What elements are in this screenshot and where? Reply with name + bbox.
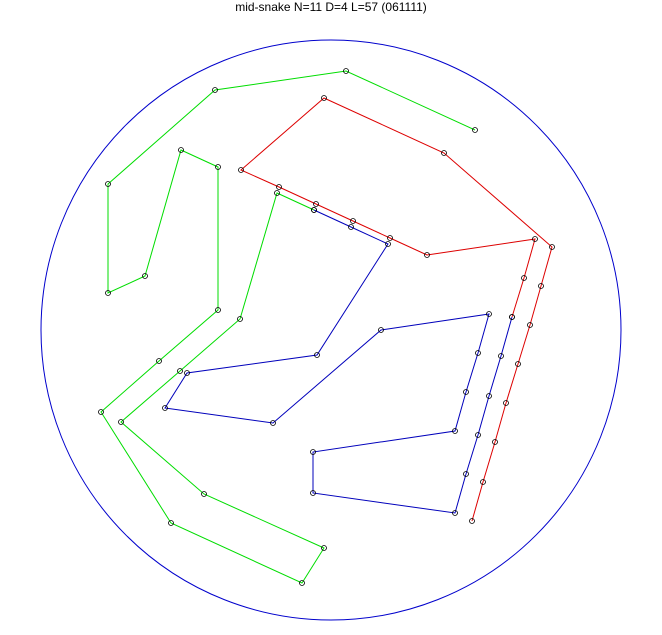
snake-segment-green [100, 70, 476, 584]
snake-segment-blue [164, 209, 513, 514]
snake-node [452, 428, 458, 434]
snake-node [385, 241, 391, 247]
snake-node [276, 184, 282, 190]
snake-node [310, 449, 316, 455]
snake-node [378, 327, 384, 333]
snake-node [237, 316, 243, 322]
snake-node [178, 147, 184, 153]
snake-node [387, 235, 393, 241]
snake-node [498, 353, 504, 359]
snake-node [105, 181, 111, 187]
snake-node [98, 409, 104, 415]
snake-node [156, 358, 162, 364]
snake-node [105, 290, 111, 296]
snake-node [532, 236, 538, 242]
snake-segment-red [240, 97, 553, 522]
snake-node [212, 87, 218, 93]
snake-node [469, 518, 475, 524]
snake-node [350, 218, 356, 224]
snake-node [475, 432, 481, 438]
snake-node [348, 224, 354, 230]
snake-node [515, 361, 521, 367]
snake-node [549, 244, 555, 250]
snake-node [527, 322, 533, 328]
snake-node [472, 127, 478, 133]
snake-node [118, 419, 124, 425]
snake-node [142, 273, 148, 279]
snake-node [168, 520, 174, 526]
boundary-circle [40, 39, 622, 621]
snake-node [441, 150, 447, 156]
snake-nodes [98, 68, 555, 586]
snake-node [313, 201, 319, 207]
snake-node [162, 405, 168, 411]
snake-node [503, 400, 509, 406]
snake-node [492, 439, 498, 445]
snake-node [184, 370, 190, 376]
snake-node [475, 350, 481, 356]
snake-node [486, 393, 492, 399]
snake-node [177, 368, 183, 374]
snake-node [299, 580, 305, 586]
snake-node [215, 307, 221, 313]
snake-node [310, 490, 316, 496]
snake-node [215, 164, 221, 170]
snake-node [270, 420, 276, 426]
snake-node [463, 389, 469, 395]
snake-node [509, 314, 515, 320]
snake-node [238, 167, 244, 173]
snake-node [521, 275, 527, 281]
snake-node [311, 207, 317, 213]
plot-title: mid-snake N=11 D=4 L=57 (061111) [235, 0, 427, 14]
snake-node [321, 95, 327, 101]
snake-node [480, 479, 486, 485]
snake-node [274, 190, 280, 196]
snake-node [486, 311, 492, 317]
snake-node [538, 283, 544, 289]
snake-node [201, 491, 207, 497]
snake-node [314, 352, 320, 358]
snake-node [321, 545, 327, 551]
snake-node [424, 252, 430, 258]
snake-node [463, 471, 469, 477]
snake-node [452, 510, 458, 516]
snake-node [343, 68, 349, 74]
snake-segments [100, 70, 553, 584]
